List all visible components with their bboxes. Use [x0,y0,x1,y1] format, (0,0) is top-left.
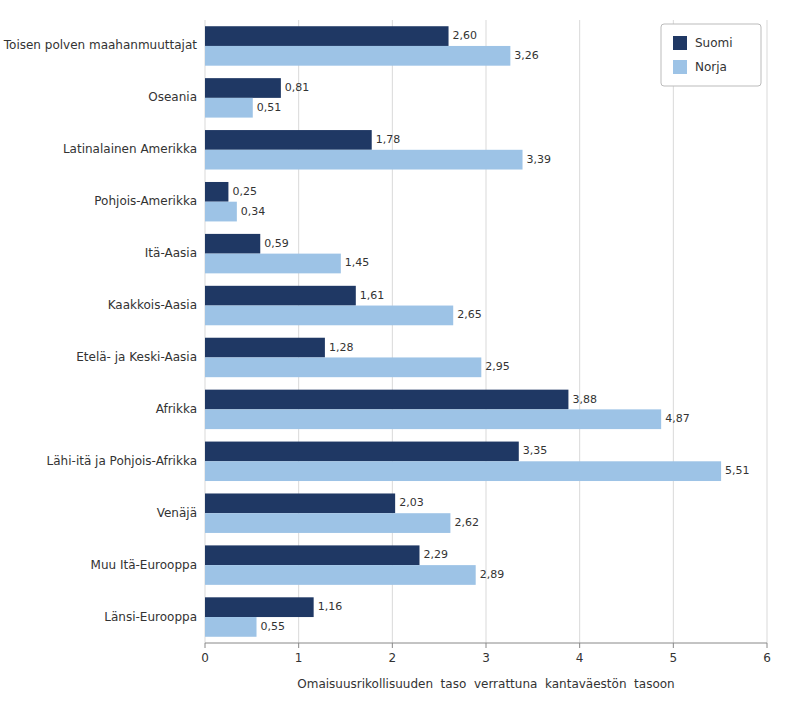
chart-container: 0 1 2 3 4 5 6 Omaisuusrikollisuuden taso verrat… [0,0,802,705]
category-label: Pohjois-Amerikka [94,194,197,208]
data-labels: 2,60 0,81 1,78 0,25 0,59 1,61 1,28 3,88 3,35 2,03… [232,29,749,633]
tick-label: 2 [389,651,397,665]
bar [205,254,341,274]
y-axis: Toisen polven maahanmuuttajat Oseania Lati… [3,38,198,623]
data-label: 0,81 [285,81,310,94]
data-label: 3,26 [514,49,539,62]
bars [205,26,721,637]
grid [205,20,767,643]
tick-label: 5 [670,651,678,665]
grid-line [673,20,674,643]
bar [205,409,661,429]
data-label: 2,03 [399,496,424,509]
data-label: 2,95 [485,360,510,373]
bar [205,150,523,170]
category-label: Muu Itä-Eurooppa [91,558,197,572]
data-label: 2,29 [423,548,448,561]
bar [205,338,325,358]
bar [205,46,510,66]
bar [205,545,419,565]
category-label: Etelä- ja Keski-Aasia [76,350,197,364]
bar [205,98,253,118]
data-label: 0,55 [261,620,286,633]
tick-label: 3 [482,651,490,665]
data-label: 0,59 [264,237,289,250]
bar [205,78,281,98]
bar [205,617,257,637]
data-label: 0,25 [232,185,257,198]
data-label: 3,88 [572,393,597,406]
data-label: 1,16 [318,600,343,613]
legend-swatch [673,60,687,74]
category-label: Lähi-itä ja Pohjois-Afrikka [47,454,197,468]
category-label: Itä-Aasia [145,246,197,260]
data-label: 4,87 [665,412,690,425]
bar [205,286,356,306]
tick-mark [767,643,768,648]
category-label: Toisen polven maahanmuuttajat [3,38,198,52]
bar [205,513,450,533]
tick-label: 1 [295,651,303,665]
bar [205,493,395,513]
grid-line [579,20,580,643]
bar [205,461,721,481]
x-axis-line [205,643,767,644]
data-label: 2,89 [480,568,505,581]
category-label: Afrikka [156,402,197,416]
bar [205,442,519,462]
tick-mark [205,643,206,648]
bar [205,182,228,202]
grid-line [767,20,768,643]
data-label: 2,60 [453,29,478,42]
data-label: 0,51 [257,101,282,114]
tick-label: 0 [201,651,209,665]
legend: Suomi Norja [661,24,761,86]
legend-box [661,24,761,86]
data-label: 1,61 [360,289,385,302]
data-label: 5,51 [725,464,750,477]
tick-mark [298,643,299,648]
chart-svg: 0 1 2 3 4 5 6 Omaisuusrikollisuuden taso verrat… [0,0,802,705]
tick-mark [579,643,580,648]
bar [205,234,260,254]
category-label: Kaakkois-Aasia [108,298,197,312]
bar [205,390,568,410]
tick-mark [392,643,393,648]
data-label: 2,62 [454,516,479,529]
bar [205,130,372,150]
grid-line [486,20,487,643]
data-label: 2,65 [457,308,482,321]
data-label: 1,45 [345,256,370,269]
x-axis: 0 1 2 3 4 5 6 [201,643,771,665]
x-axis-label: Omaisuusrikollisuuden taso verrattuna ka… [297,677,674,691]
tick-mark [673,643,674,648]
data-label: 3,35 [523,444,548,457]
data-label: 0,34 [241,205,266,218]
data-label: 1,78 [376,133,401,146]
tick-mark [486,643,487,648]
data-label: 3,39 [527,153,552,166]
category-label: Länsi-Eurooppa [104,610,197,624]
legend-label: Norja [695,60,727,74]
category-label: Latinalainen Amerikka [63,142,197,156]
tick-label: 6 [763,651,771,665]
bar [205,565,476,585]
bar [205,202,237,222]
legend-swatch [673,36,687,50]
bar [205,597,314,617]
category-label: Venäjä [157,506,197,520]
data-label: 1,28 [329,341,354,354]
legend-label: Suomi [695,36,733,50]
category-label: Oseania [148,90,197,104]
tick-label: 4 [576,651,584,665]
bar [205,306,453,326]
bar [205,26,449,46]
bar [205,357,481,377]
